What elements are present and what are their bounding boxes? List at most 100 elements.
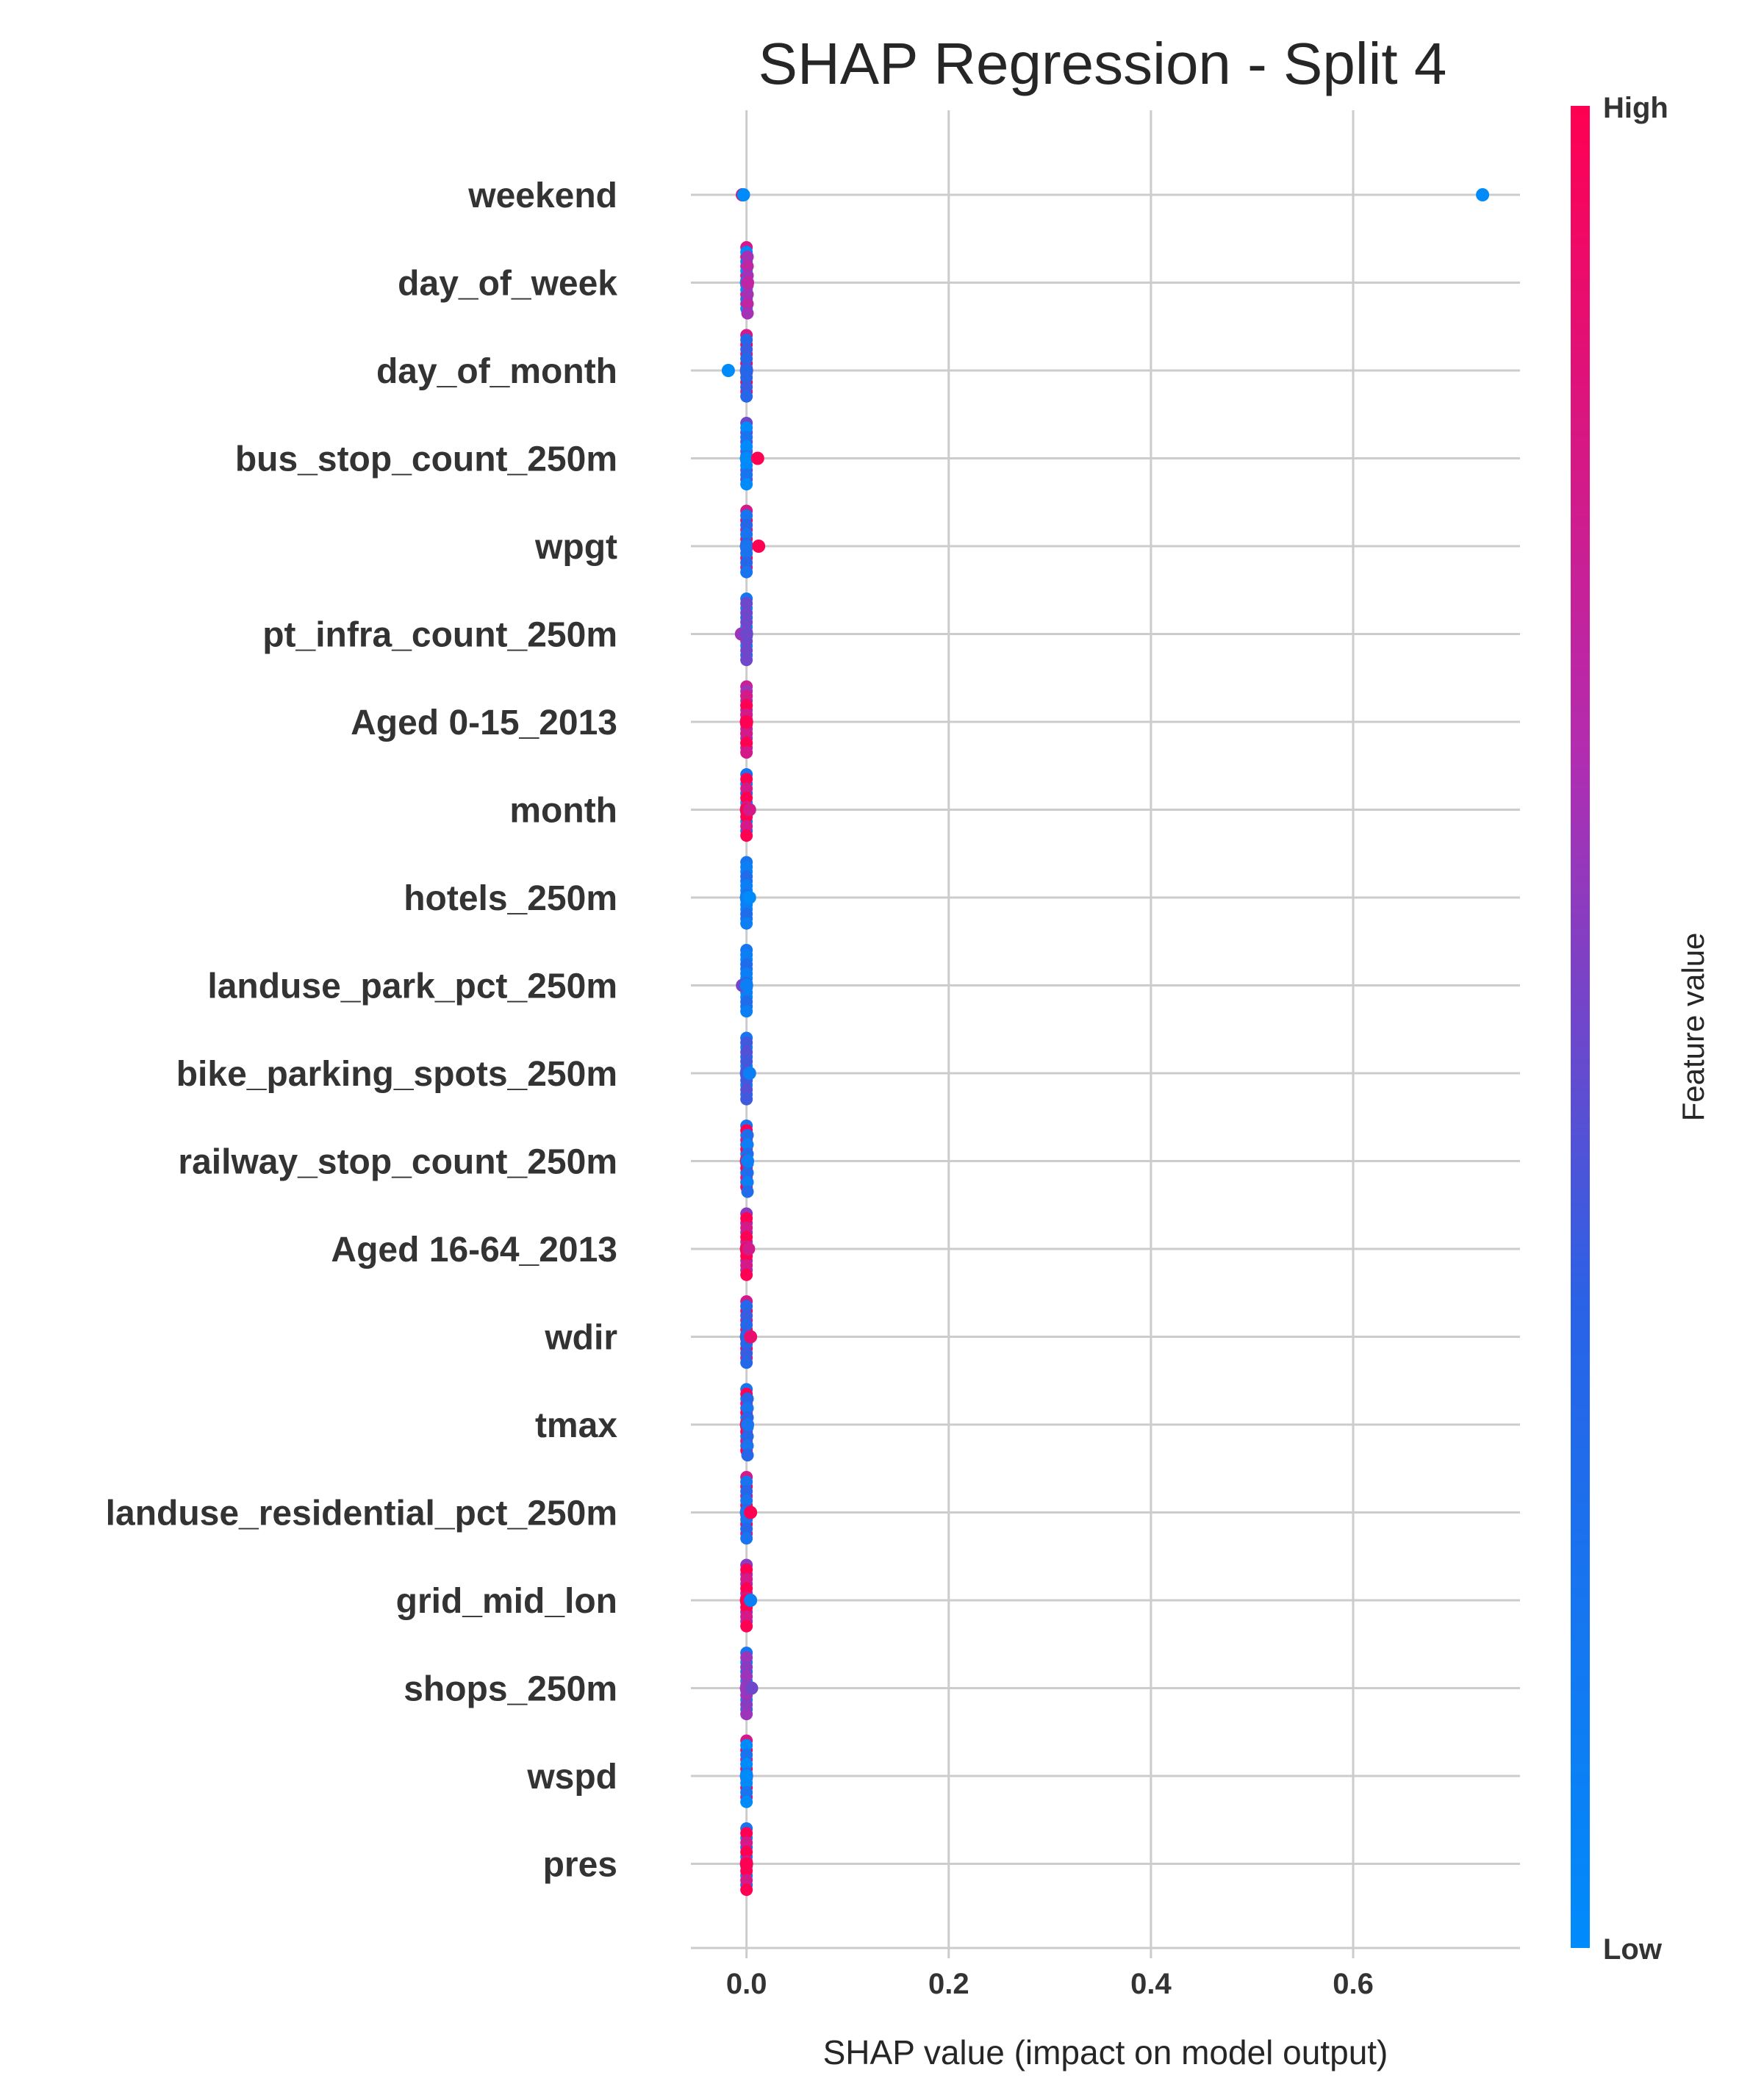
data-points [721, 188, 1490, 1897]
shap-point [739, 978, 753, 992]
shap-point [740, 1582, 753, 1595]
feature-label: weekend [467, 176, 617, 215]
feature-label: month [509, 792, 617, 831]
chart-title: SHAP Regression - Split 4 [759, 31, 1447, 96]
colorbar: High Low Feature value [1571, 92, 1710, 1966]
shap-point [739, 364, 753, 377]
shap-point [740, 1698, 753, 1711]
shap-point [740, 1795, 753, 1808]
shap-point [740, 1475, 753, 1489]
shap-point [740, 820, 753, 833]
shap-point [741, 250, 754, 263]
shap-point [740, 468, 753, 481]
shap-point [740, 737, 753, 750]
shap-point [740, 440, 753, 453]
shap-point [741, 1392, 754, 1405]
feature-label: wdir [544, 1319, 617, 1358]
shap-point [740, 1846, 753, 1858]
shap-point [741, 1418, 755, 1431]
shap-point [741, 297, 754, 310]
shap-point [740, 556, 753, 569]
shap-point [740, 431, 753, 444]
shap-point [740, 565, 753, 579]
feature-label: Aged 16-64_2013 [331, 1231, 617, 1269]
shap-point [741, 288, 754, 301]
shap-point [740, 746, 753, 759]
shap-point [740, 1083, 753, 1096]
x-tick-label: 0.4 [1130, 1968, 1172, 2000]
shap-point [740, 1610, 753, 1623]
shap-point [740, 1258, 753, 1272]
shap-point [740, 860, 753, 873]
shap-point [740, 509, 753, 522]
shap-point [740, 1572, 753, 1586]
shap-point [741, 1167, 754, 1179]
shap-point [740, 1055, 753, 1068]
shap-point [740, 727, 753, 740]
shap-point [740, 352, 753, 365]
shap-point [740, 690, 753, 703]
feature-label: bus_stop_count_250m [235, 440, 617, 479]
shap-point [740, 1748, 753, 1761]
feature-label: pt_infra_count_250m [262, 616, 617, 655]
feature-label: day_of_month [376, 352, 617, 391]
shap-point [740, 1708, 753, 1721]
shap-point [740, 1005, 753, 1018]
shap-point [740, 421, 753, 434]
shap-point [740, 1231, 753, 1244]
shap-point [742, 891, 756, 904]
shap-point [740, 1036, 753, 1049]
shap-point [739, 540, 753, 553]
shap-point [740, 606, 753, 620]
shap-point [740, 1786, 753, 1799]
shap-point [740, 1532, 753, 1545]
shap-point [741, 259, 754, 273]
shap-point [741, 1430, 754, 1443]
feature-label: grid_mid_lon [396, 1582, 617, 1621]
shap-point [740, 958, 753, 971]
grid [745, 110, 1355, 1948]
shap-point [740, 1619, 753, 1633]
shap-point [741, 1402, 754, 1415]
shap-point [740, 917, 753, 930]
shap-point [739, 451, 753, 465]
shap-point [740, 782, 753, 795]
shap-point [740, 528, 753, 541]
x-tick-label: 0.6 [1333, 1968, 1374, 2000]
feature-rows: weekend day_of_week day_of_month bus_stop_c… [106, 176, 1520, 1885]
feature-label: landuse_residential_pct_250m [106, 1494, 617, 1533]
shap-point [740, 792, 753, 804]
shap-point [740, 870, 753, 883]
shap-point [741, 1185, 754, 1198]
colorbar-gradient [1571, 106, 1590, 1948]
shap-point [740, 829, 753, 842]
shap-point [740, 1738, 753, 1752]
shap-point [740, 390, 753, 403]
shap-point [740, 1670, 753, 1683]
shap-point [740, 1211, 753, 1225]
x-axis-label: SHAP value (impact on model output) [823, 2033, 1388, 2071]
shap-point [744, 1330, 758, 1344]
x-tick-label: 0.0 [726, 1968, 767, 2000]
shap-point [740, 478, 753, 491]
shap-point [744, 1505, 758, 1519]
shap-point [740, 616, 753, 628]
shap-point [739, 1769, 753, 1783]
feature-label: hotels_250m [404, 879, 617, 918]
shap-point [740, 879, 753, 892]
shap-point [740, 333, 753, 346]
colorbar-high-label: High [1603, 92, 1668, 124]
colorbar-title: Feature value [1676, 933, 1710, 1122]
feature-label: shops_250m [404, 1670, 617, 1709]
shap-point [745, 1681, 759, 1695]
shap-point [741, 307, 754, 320]
shap-point [740, 380, 753, 393]
shap-point [740, 967, 753, 980]
shap-point [741, 1439, 754, 1453]
shap-point [740, 1563, 753, 1576]
shap-point [740, 1651, 753, 1664]
colorbar-low-label: Low [1603, 1933, 1663, 1966]
x-axis: 0.0 0.2 0.4 0.6 [691, 1947, 1520, 2000]
shap-point [740, 907, 753, 920]
